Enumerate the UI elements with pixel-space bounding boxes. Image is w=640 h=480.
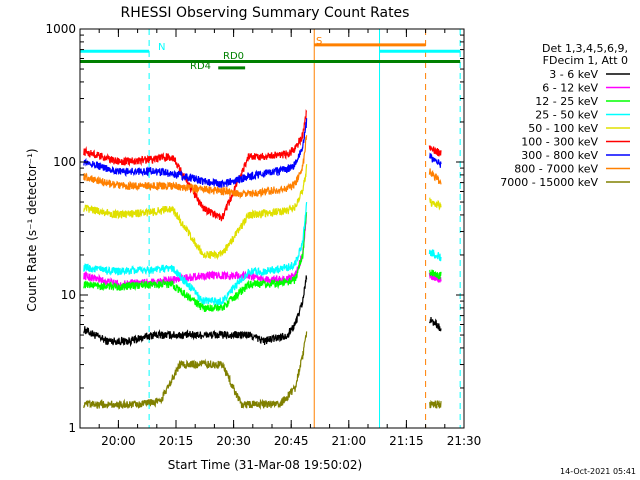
legend-label: 6 - 12 keV xyxy=(542,82,598,95)
y-axis-label: Count Rate (s⁻¹ detector⁻¹) xyxy=(25,148,39,311)
x-tick-label: 20:45 xyxy=(274,434,309,448)
y-tick-label: 10 xyxy=(61,288,76,302)
y-axis: 1 10 100 1000 xyxy=(45,22,464,435)
chart-title: RHESSI Observing Summary Count Rates xyxy=(121,5,410,21)
series-group xyxy=(83,109,442,411)
x-tick-label: 21:15 xyxy=(389,434,424,448)
x-tick-label: 20:30 xyxy=(216,434,251,448)
plot-area xyxy=(79,28,465,429)
annotation-RD0: RD0 xyxy=(223,51,244,62)
legend-label: 12 - 25 keV xyxy=(535,95,598,108)
series-line-1 xyxy=(83,212,442,290)
x-axis: 20:00 20:15 20:30 20:45 21:00 21:15 21:30 xyxy=(79,29,482,448)
series-line-0 xyxy=(83,275,442,348)
series-line-6 xyxy=(83,118,442,189)
y-tick-label: 1000 xyxy=(45,22,76,36)
series-line-3 xyxy=(83,202,442,306)
series-line-4 xyxy=(83,164,442,261)
legend-label: 300 - 800 keV xyxy=(521,149,598,162)
legend-label: 800 - 7000 keV xyxy=(514,163,598,176)
y-tick-label: 1 xyxy=(68,421,76,435)
plot-frame xyxy=(79,28,465,429)
legend-label: 100 - 300 keV xyxy=(521,136,598,149)
legend-label: 25 - 50 keV xyxy=(535,109,598,122)
x-tick-label: 20:15 xyxy=(159,434,194,448)
y-tick-label: 100 xyxy=(53,155,76,169)
legend-header-line-1: Det 1,3,4,5,6,9, xyxy=(542,42,628,55)
x-axis-label: Start Time (31-Mar-08 19:50:02) xyxy=(168,458,362,472)
series-line-8 xyxy=(83,331,442,411)
legend-label: 7000 - 15000 keV xyxy=(500,176,598,189)
legend-label: 50 - 100 keV xyxy=(528,122,598,135)
series-line-7 xyxy=(83,135,442,200)
legend-label: 3 - 6 keV xyxy=(549,68,598,81)
annotation-vlines xyxy=(148,29,461,428)
x-tick-label: 20:00 xyxy=(101,434,136,448)
x-tick-label: 21:00 xyxy=(332,434,367,448)
series-line-2 xyxy=(83,212,442,312)
annotation-RD4: RD4 xyxy=(190,61,211,72)
annotation-N: N xyxy=(158,42,165,53)
annotation-S: S xyxy=(316,36,322,47)
legend-header-line-2: FDecim 1, Att 0 xyxy=(543,54,628,67)
footer-timestamp: 14-Oct-2021 05:41 xyxy=(560,467,636,476)
series-line-5 xyxy=(83,109,442,222)
x-tick-label: 21:30 xyxy=(447,434,482,448)
flag-bars xyxy=(80,43,461,70)
